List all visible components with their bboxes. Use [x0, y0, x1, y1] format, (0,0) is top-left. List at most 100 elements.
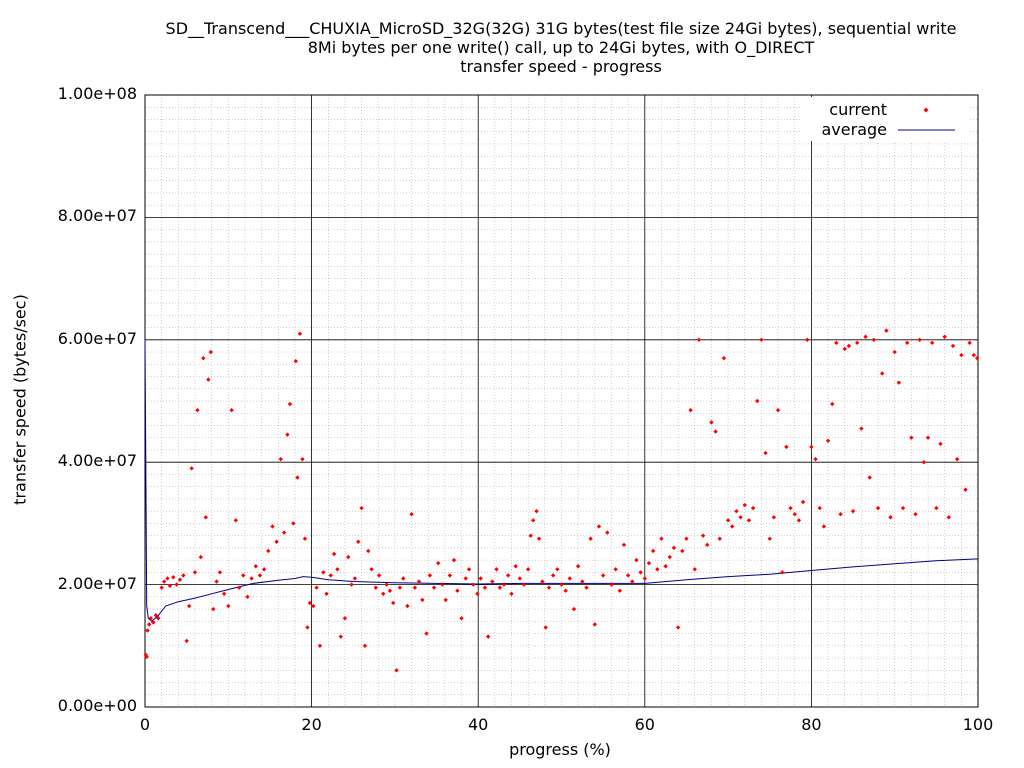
current-point: [771, 515, 777, 520]
x-tick-label: 20: [301, 715, 322, 734]
legend-mark-current: [923, 107, 929, 113]
x-tick-label: 0: [139, 715, 151, 734]
current-point: [471, 582, 476, 587]
current-point: [954, 456, 960, 462]
current-point: [730, 524, 735, 529]
current-point: [834, 340, 839, 346]
current-point: [559, 582, 564, 587]
chart-title-line-1: SD__Transcend___CHUXIA_MicroSD_32G(32G) …: [165, 19, 957, 38]
current-point: [963, 487, 968, 492]
current-point: [663, 564, 668, 569]
current-point: [696, 337, 702, 342]
legend-label-current: current: [829, 100, 887, 119]
current-point: [550, 573, 556, 578]
legend-background: [800, 97, 968, 141]
current-point: [667, 554, 672, 560]
current-point: [846, 343, 852, 349]
current-point: [274, 539, 279, 544]
current-point: [285, 432, 290, 437]
current-point: [443, 597, 448, 603]
current-point: [917, 337, 922, 342]
current-point: [159, 585, 164, 590]
current-point: [767, 536, 772, 541]
current-point: [742, 502, 747, 508]
current-point: [534, 508, 539, 514]
chart-title-line-3: transfer speed - progress: [460, 57, 662, 76]
current-point: [788, 505, 793, 511]
current-point: [161, 579, 167, 584]
current-point: [575, 564, 581, 569]
x-tick-label: 60: [634, 715, 655, 734]
current-point: [463, 576, 468, 581]
current-point: [314, 585, 319, 590]
current-point: [195, 407, 200, 413]
current-point: [825, 438, 831, 443]
current-point: [721, 355, 727, 361]
current-point: [184, 638, 189, 644]
legend: [800, 97, 968, 141]
current-point: [387, 588, 393, 593]
current-point: [855, 340, 860, 346]
current-point: [373, 585, 378, 590]
current-point: [482, 585, 488, 590]
current-point: [427, 573, 433, 578]
current-point: [245, 594, 250, 600]
current-point: [517, 576, 523, 581]
current-point: [884, 328, 889, 333]
current-point: [416, 579, 422, 584]
current-point: [293, 359, 298, 364]
current-point: [613, 567, 618, 572]
current-point: [366, 548, 371, 554]
current-point: [291, 521, 296, 526]
current-point: [342, 616, 348, 621]
current-point: [362, 643, 368, 648]
current-point: [186, 603, 192, 609]
current-point: [734, 508, 739, 514]
current-point: [253, 564, 258, 569]
current-point: [929, 340, 935, 346]
current-point: [800, 499, 806, 505]
current-point: [497, 585, 503, 590]
y-tick-label: 4.00e+07: [57, 451, 137, 471]
current-point: [809, 444, 814, 450]
current-point: [424, 631, 429, 636]
current-point: [494, 567, 499, 572]
x-tick-label: 100: [962, 715, 994, 734]
current-point: [567, 576, 573, 581]
current-point: [143, 652, 149, 658]
current-point: [397, 585, 403, 590]
current-point: [830, 401, 835, 407]
current-point: [563, 588, 568, 593]
current-point: [605, 530, 610, 535]
current-point: [509, 591, 514, 596]
current-point: [436, 560, 441, 566]
current-point: [584, 585, 589, 590]
current-point: [780, 570, 785, 575]
current-point: [725, 518, 731, 523]
current-point: [192, 570, 198, 575]
current-point: [709, 420, 714, 425]
current-point: [755, 398, 760, 404]
current-point: [331, 551, 337, 557]
current-point: [201, 355, 206, 361]
current-point: [588, 536, 593, 541]
current-point: [880, 371, 885, 376]
current-point: [625, 573, 631, 578]
current-point: [546, 585, 552, 590]
current-point: [536, 536, 542, 541]
current-point: [391, 600, 396, 606]
current-point: [475, 591, 480, 596]
current-point: [302, 536, 308, 541]
current-point: [700, 533, 706, 538]
current-point: [842, 346, 847, 352]
current-point: [189, 466, 194, 471]
current-point: [659, 536, 664, 541]
current-point: [148, 616, 154, 621]
current-point: [850, 508, 856, 514]
current-point: [934, 505, 939, 511]
x-tick-label: 40: [468, 715, 489, 734]
current-point: [229, 407, 234, 413]
y-tick-label: 1.00e+08: [57, 84, 137, 103]
current-point: [307, 600, 313, 606]
current-point: [821, 524, 827, 529]
